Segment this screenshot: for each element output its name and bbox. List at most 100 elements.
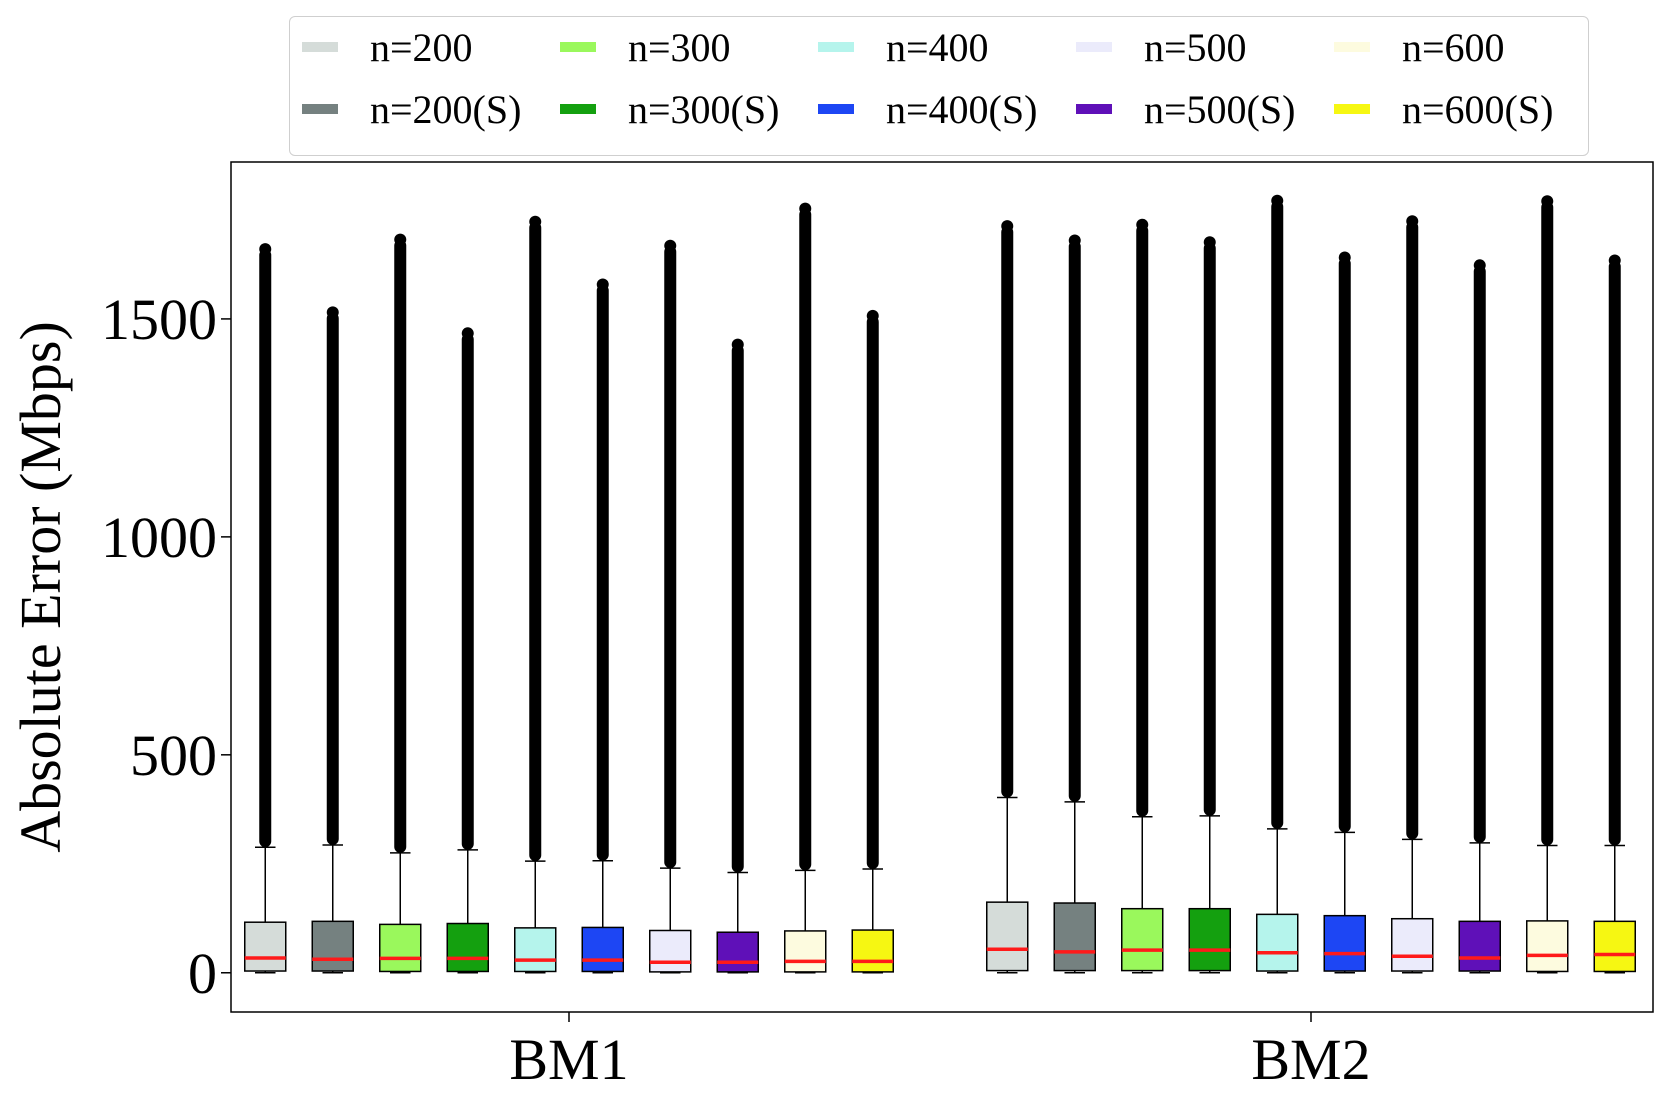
outlier-points	[461, 333, 474, 850]
outlier-points	[596, 284, 609, 861]
box-bm2-2	[1053, 234, 1096, 974]
legend-item: n=200	[302, 24, 473, 70]
legend-item: n=600(S)	[1334, 86, 1554, 132]
iqr-box	[1323, 914, 1366, 972]
iqr-box	[649, 929, 692, 973]
legend-label: n=300	[628, 24, 731, 70]
outlier-points	[866, 315, 879, 870]
iqr-box	[514, 927, 557, 973]
iqr-box	[1391, 917, 1434, 972]
outlier-max-point	[866, 309, 879, 322]
outlier-max-point	[1608, 254, 1621, 267]
iqr-box	[379, 923, 422, 973]
box-bm1-10	[851, 309, 894, 974]
box-bm1-9	[784, 202, 827, 974]
legend-swatch	[818, 104, 854, 114]
y-tick-label: 1000	[101, 505, 217, 570]
y-tick-label: 1500	[101, 287, 217, 352]
box-bm1-8	[716, 338, 759, 974]
box-bm2-5	[1256, 194, 1299, 974]
legend-label: n=300(S)	[628, 86, 780, 132]
outlier-max-point	[394, 233, 407, 246]
x-tick-label: BM1	[509, 1027, 628, 1092]
box-bm2-9	[1526, 195, 1569, 974]
legend-item: n=600	[1334, 24, 1505, 70]
outlier-max-point	[1271, 194, 1284, 207]
outlier-max-point	[1203, 236, 1216, 249]
outlier-max-point	[1001, 220, 1014, 233]
outlier-points	[1541, 201, 1554, 846]
legend-swatch	[560, 42, 596, 52]
legend-item: n=500(S)	[1076, 86, 1296, 132]
iqr-box	[716, 931, 759, 973]
legend-item: n=300(S)	[560, 86, 780, 132]
outlier-points	[326, 312, 339, 846]
outlier-max-point	[731, 338, 744, 351]
outlier-points	[1271, 200, 1284, 829]
legend-item: n=300	[560, 24, 731, 70]
iqr-box	[1256, 913, 1299, 972]
outlier-max-point	[1068, 234, 1081, 247]
outlier-max-point	[799, 202, 812, 215]
iqr-box	[1188, 907, 1231, 972]
outlier-max-point	[596, 278, 609, 291]
legend-label: n=500	[1144, 24, 1247, 70]
box-bm1-7	[649, 239, 692, 974]
legend: n=200 n=200(S) n=300 n=300(S) n=400 n=400(S) n…	[289, 16, 1589, 156]
iqr-box	[244, 921, 287, 972]
outlier-points	[1608, 260, 1621, 846]
x-axis: BM1 BM2	[509, 1012, 1371, 1092]
outlier-max-point	[1136, 218, 1149, 231]
outlier-points	[394, 239, 407, 853]
legend-swatch	[302, 42, 338, 52]
iqr-box	[311, 920, 354, 972]
iqr-box	[1526, 920, 1569, 973]
iqr-box	[851, 929, 894, 973]
y-axis: 0 500 1000 1500	[101, 287, 231, 1006]
outlier-points	[1068, 240, 1081, 802]
legend-label: n=600	[1402, 24, 1505, 70]
legend-item: n=200(S)	[302, 86, 522, 132]
iqr-box	[1593, 920, 1636, 973]
outlier-max-point	[259, 243, 272, 256]
legend-item: n=400(S)	[818, 86, 1038, 132]
iqr-box	[1121, 907, 1164, 972]
y-tick-label: 0	[188, 941, 217, 1006]
box-bm2-10	[1593, 254, 1636, 974]
legend-item: n=400	[818, 25, 989, 70]
box-bm2-6	[1323, 251, 1366, 974]
legend-swatch	[1334, 104, 1370, 114]
outlier-points	[529, 221, 542, 862]
legend-label: n=400(S)	[886, 86, 1038, 132]
box-bm2-4	[1188, 236, 1231, 974]
boxes-layer	[244, 194, 1636, 974]
outlier-points	[1001, 226, 1014, 798]
legend-swatch	[1076, 104, 1112, 114]
legend-swatch	[1334, 42, 1370, 52]
outlier-max-point	[326, 306, 339, 319]
legend-label: n=200(S)	[370, 86, 522, 132]
iqr-box	[986, 901, 1029, 972]
legend-label: n=600(S)	[1402, 86, 1554, 132]
plot-area-frame	[230, 161, 1654, 1013]
legend-swatch	[818, 42, 854, 52]
outlier-max-point	[1473, 259, 1486, 272]
outlier-points	[1203, 242, 1216, 816]
iqr-box	[1053, 902, 1096, 972]
outlier-points	[1136, 224, 1149, 817]
iqr-box	[1458, 920, 1501, 972]
outlier-points	[259, 249, 272, 848]
outlier-max-point	[1338, 251, 1351, 264]
outlier-max-point	[1406, 215, 1419, 228]
legend-item: n=500	[1076, 24, 1247, 70]
box-bm1-5	[514, 215, 557, 974]
box-bm1-1	[244, 243, 287, 974]
outlier-points	[731, 344, 744, 873]
iqr-box	[581, 926, 624, 973]
outlier-points	[1473, 265, 1486, 843]
legend-label: n=500(S)	[1144, 86, 1296, 132]
y-axis-label: Absolute Error (Mbps)	[8, 321, 73, 853]
outlier-points	[799, 208, 812, 871]
legend-label: n=200	[370, 24, 473, 70]
outlier-max-point	[1541, 195, 1554, 208]
